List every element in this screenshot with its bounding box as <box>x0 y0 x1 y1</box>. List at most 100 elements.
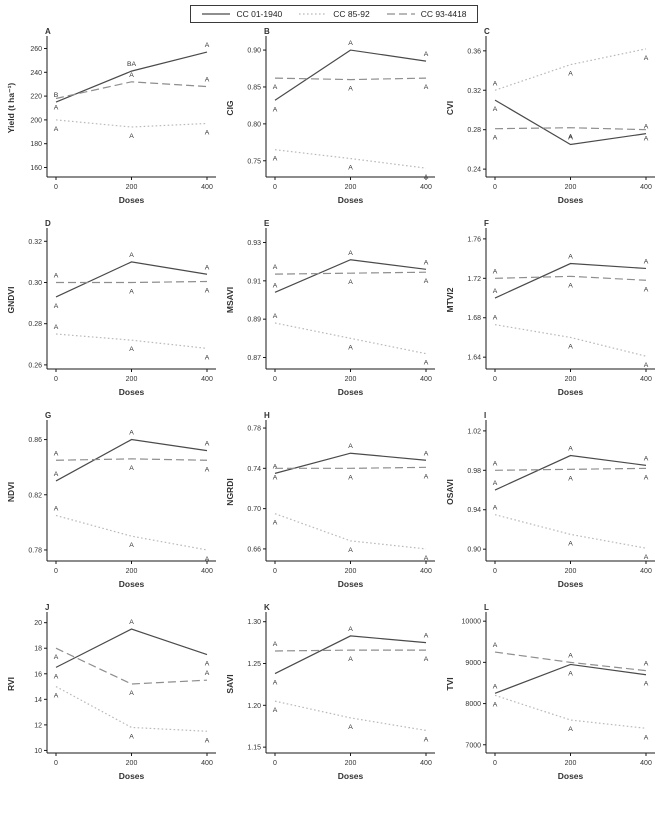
panel-grid: A Yield (t ha⁻¹) 160 180 200 220 240 260 0 200 400… <box>0 23 668 791</box>
y-tick-label: 1.64 <box>467 355 481 362</box>
point-label: A <box>643 362 648 369</box>
series-line-cc-93-4418 <box>275 271 427 275</box>
x-axis-label: Doses <box>119 579 145 589</box>
multi-panel-figure: CC 01-1940 CC 85-92 CC 93-4418 A Yield (t… <box>0 5 668 791</box>
panel-B-plot: B CIG 0.75 0.80 0.85 0.90 0 200 400 Doses A A A A A A A A… <box>225 27 436 205</box>
x-tick-label: 200 <box>564 184 576 191</box>
point-label: A <box>568 475 573 482</box>
panel-F-plot: F MTVI2 1.64 1.68 1.72 1.76 0 200 400 Doses A A A A A A… <box>445 219 655 397</box>
x-tick-label: 0 <box>493 760 497 767</box>
x-tick-label: 400 <box>420 376 432 383</box>
point-label: A <box>424 555 429 562</box>
y-tick-label: 10 <box>34 748 42 755</box>
point-label: A <box>492 701 497 708</box>
x-tick-label: 400 <box>201 568 213 575</box>
x-tick-label: 200 <box>345 760 357 767</box>
y-axis-label: NDVI <box>6 482 16 502</box>
y-tick-label: 0.93 <box>248 240 262 247</box>
series-line-cc-93-4418 <box>55 458 208 461</box>
y-tick-label: 1.25 <box>248 661 262 668</box>
series-line-cc-01-1940 <box>494 262 646 299</box>
point-label: A <box>492 642 497 649</box>
point-label: A <box>492 480 497 487</box>
point-label: A <box>568 652 573 659</box>
panel-H: H NGRDI 0.66 0.70 0.74 0.78 0 200 400 Doses A A A A A A… <box>224 409 443 599</box>
y-tick-label: 1.72 <box>467 276 481 283</box>
y-tick-label: 220 <box>30 94 42 101</box>
point-label: A <box>492 80 497 87</box>
y-axis-label: Yield (t ha⁻¹) <box>6 83 16 134</box>
y-tick-label: 0.26 <box>28 362 42 369</box>
panel-A-plot: A Yield (t ha⁻¹) 160 180 200 220 240 260 0 200 400… <box>6 27 216 205</box>
point-label: A <box>568 254 573 261</box>
y-axis-label: CVI <box>445 101 455 115</box>
x-tick-label: 200 <box>126 568 138 575</box>
point-label: A <box>205 42 210 49</box>
series-line-cc-01-1940 <box>274 49 427 101</box>
x-axis-label: Doses <box>119 387 145 397</box>
y-tick-label: 0.74 <box>248 466 262 473</box>
point-label: A <box>424 473 429 480</box>
x-tick-label: 0 <box>493 184 497 191</box>
point-label: A <box>492 315 497 322</box>
solid-line-sample-icon <box>202 13 231 15</box>
y-tick-label: 14 <box>34 697 42 704</box>
y-tick-label: 0.28 <box>28 321 42 328</box>
x-tick-label: 0 <box>54 568 58 575</box>
y-tick-label: 16 <box>34 671 42 678</box>
y-tick-label: 1.20 <box>248 703 262 710</box>
y-axis-label: CIG <box>225 100 235 116</box>
x-tick-label: 200 <box>126 376 138 383</box>
point-label: A <box>492 106 497 113</box>
panel-E-plot: E MSAVI 0.87 0.89 0.91 0.93 0 200 400 Doses A A A A A A… <box>225 219 436 397</box>
point-label: A <box>205 737 210 744</box>
series-line-cc-93-4418 <box>55 81 208 100</box>
point-label: A <box>349 474 354 481</box>
y-tick-label: 0.89 <box>248 317 262 324</box>
point-label: A <box>424 84 429 91</box>
point-label: A <box>568 343 573 350</box>
point-label: A <box>643 136 648 143</box>
y-tick-label: 0.30 <box>28 280 42 287</box>
point-label: A <box>205 129 210 136</box>
y-tick-label: 7000 <box>465 742 481 749</box>
x-axis-label: Doses <box>557 387 583 397</box>
point-label: A <box>54 126 59 133</box>
series-line-cc-93-4418 <box>494 127 646 131</box>
series-line-cc-01-1940 <box>275 259 427 293</box>
panel-E: E MSAVI 0.87 0.89 0.91 0.93 0 200 400 Doses A A A A A A… <box>224 217 443 407</box>
y-axis-label: TVI <box>445 677 455 690</box>
point-label: A <box>424 633 429 640</box>
series-line-cc-93-4418 <box>494 467 646 471</box>
point-label: A <box>568 71 573 78</box>
point-label: A <box>129 619 134 626</box>
point-label: A <box>349 547 354 554</box>
y-tick-label: 0.24 <box>467 167 481 174</box>
point-label: A <box>205 441 210 448</box>
point-label: A <box>129 288 134 295</box>
point-label: A <box>643 286 648 293</box>
panel-letter: F <box>484 219 489 228</box>
y-axis-label: MTVI2 <box>445 287 455 312</box>
y-tick-label: 12 <box>34 722 42 729</box>
point-label: A <box>424 656 429 663</box>
point-label: A <box>349 165 354 172</box>
point-label: A <box>54 324 59 331</box>
y-tick-label: 0.90 <box>248 48 262 55</box>
panel-letter: I <box>484 411 486 420</box>
point-label: A <box>54 654 59 661</box>
point-label: A <box>129 72 134 79</box>
panel-A: A Yield (t ha⁻¹) 160 180 200 220 240 260 0 200 400… <box>5 25 224 215</box>
point-label: A <box>643 455 648 462</box>
y-tick-label: 0.91 <box>248 278 262 285</box>
panel-D-plot: D GNDVI 0.26 0.28 0.30 0.32 0 200 400 Doses A A A A A A… <box>6 219 216 397</box>
y-axis-label: OSAVI <box>445 479 455 505</box>
point-label: A <box>424 174 429 181</box>
panel-G: G NDVI 0.78 0.82 0.86 0 200 400 Doses A A A A A A A A A <box>5 409 224 599</box>
x-tick-label: 400 <box>640 568 652 575</box>
legend-label: CC 93-4418 <box>420 9 467 19</box>
point-label: A <box>205 661 210 668</box>
y-tick-label: 0.32 <box>467 88 481 95</box>
point-label: A <box>492 268 497 275</box>
x-tick-label: 400 <box>420 568 432 575</box>
